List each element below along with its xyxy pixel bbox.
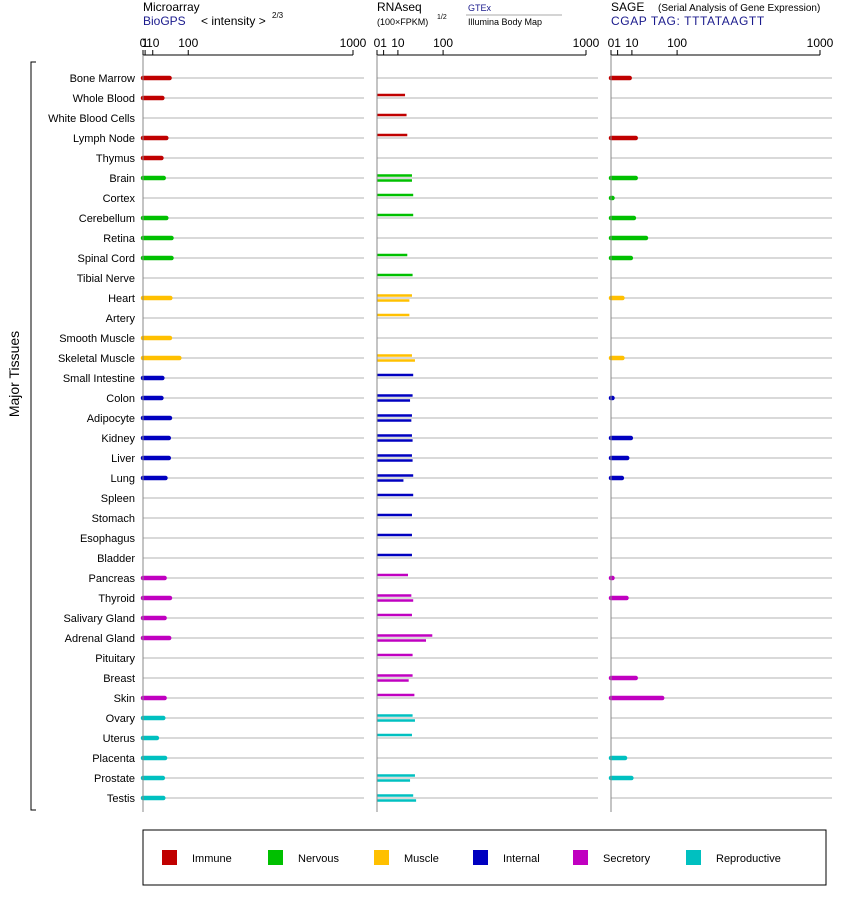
tissue-label: Skin	[114, 693, 135, 705]
tissue-label: Pituitary	[95, 653, 135, 665]
internal-legend-label: Internal	[503, 853, 540, 865]
sage-tag: CGAP TAG: TTTATAAGTT	[611, 14, 765, 28]
nervous-legend-label: Nervous	[298, 853, 339, 865]
tick-label: 0	[608, 36, 615, 50]
rnaseq-source-illumina: Illumina Body Map	[468, 17, 542, 27]
muscle-legend-label: Muscle	[404, 853, 439, 865]
secretory-swatch	[573, 850, 588, 865]
tick-label: 10	[625, 36, 639, 50]
tissue-labels: Bone Marrow Whole Blood White Blood Cells L…	[48, 73, 136, 805]
tick-label: 1000	[807, 36, 834, 50]
tissue-label: White Blood Cells	[48, 113, 135, 125]
tick-label: 100	[178, 36, 198, 50]
tissue-label: Salivary Gland	[63, 613, 135, 625]
rnaseq-scale-exponent: 1/2	[437, 14, 447, 21]
tick-label: 1000	[573, 36, 600, 50]
grid-layer	[143, 77, 832, 799]
tissue-label: Bone Marrow	[70, 73, 135, 85]
bars-layer	[140, 75, 665, 802]
tick-label: 10	[146, 36, 160, 50]
y-axis-title: Major Tissues	[6, 331, 22, 417]
immune-swatch	[162, 850, 177, 865]
nervous-swatch	[268, 850, 283, 865]
tissue-label: Esophagus	[80, 533, 136, 545]
tissue-label: Tibial Nerve	[77, 273, 135, 285]
tissue-label: Retina	[103, 233, 136, 245]
tissue-label: Cerebellum	[79, 213, 135, 225]
tissue-label: Spinal Cord	[78, 253, 135, 265]
secretory-legend-label: Secretory	[603, 853, 651, 865]
rnaseq-source-gtex: GTEx	[468, 3, 492, 13]
tissue-label: Stomach	[92, 513, 135, 525]
tick-label: 1000	[340, 36, 367, 50]
tissue-label: Skeletal Muscle	[58, 353, 135, 365]
tissue-label: Adrenal Gland	[65, 633, 135, 645]
tissue-label: Colon	[106, 393, 135, 405]
tissue-label: Cortex	[103, 193, 136, 205]
tissue-label: Ovary	[106, 713, 136, 725]
tissue-label: Smooth Muscle	[59, 333, 135, 345]
tissue-label: Pancreas	[89, 573, 136, 585]
tissue-label: Liver	[111, 453, 135, 465]
tissue-label: Breast	[103, 673, 135, 685]
tissue-label: Thymus	[96, 153, 136, 165]
y-axis-bracket	[30, 61, 36, 811]
tick-label: 0	[374, 36, 381, 50]
sage-title: SAGE	[611, 0, 644, 14]
tissue-label: Placenta	[92, 753, 136, 765]
immune-legend-label: Immune	[192, 853, 232, 865]
tick-label: 100	[667, 36, 687, 50]
tissue-label: Adipocyte	[87, 413, 135, 425]
tissue-label: Testis	[107, 793, 136, 805]
reproductive-legend-label: Reproductive	[716, 853, 781, 865]
tissue-label: Small Intestine	[63, 373, 135, 385]
microarray-scale-exponent: 2/3	[272, 11, 284, 20]
tick-label: 1	[380, 36, 387, 50]
muscle-swatch	[374, 850, 389, 865]
microarray-scale-label: < intensity >	[201, 14, 266, 28]
legend: Immune Nervous Muscle Internal Secretory Repr…	[162, 850, 781, 865]
tissue-label: Spleen	[101, 493, 135, 505]
tick-label: 100	[433, 36, 453, 50]
tick-label: 0	[140, 36, 147, 50]
tick-label: 10	[391, 36, 405, 50]
rnaseq-scale-label: (100×FPKM)	[377, 17, 428, 27]
tissue-label: Lung	[111, 473, 135, 485]
internal-swatch	[473, 850, 488, 865]
tissue-label: Brain	[109, 173, 135, 185]
tissue-label: Uterus	[103, 733, 136, 745]
tissue-label: Lymph Node	[73, 133, 135, 145]
tissue-label: Kidney	[101, 433, 135, 445]
tissue-label: Bladder	[97, 553, 135, 565]
sage-subtitle: (Serial Analysis of Gene Expression)	[658, 3, 820, 14]
tissue-label: Heart	[108, 293, 135, 305]
tissue-label: Thyroid	[98, 593, 135, 605]
microarray-source: BioGPS	[143, 14, 186, 28]
microarray-title: Microarray	[143, 0, 200, 14]
tissue-label: Artery	[106, 313, 136, 325]
tissue-label: Whole Blood	[73, 93, 135, 105]
rnaseq-title: RNAseq	[377, 0, 422, 14]
tick-label: 1	[614, 36, 621, 50]
tick-label: 1	[142, 36, 149, 50]
reproductive-swatch	[686, 850, 701, 865]
tissue-label: Prostate	[94, 773, 135, 785]
